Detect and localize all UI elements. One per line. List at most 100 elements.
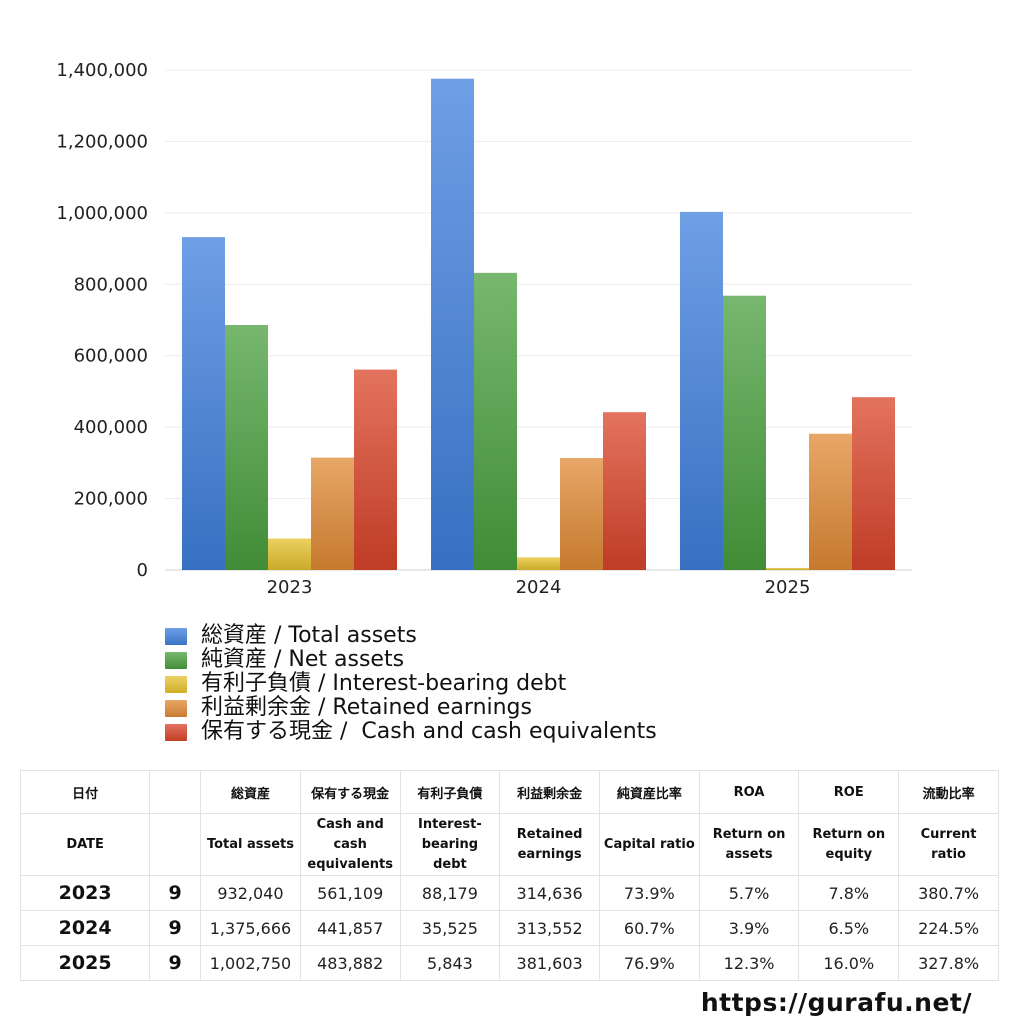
bar-chart: 0 200,000 400,000 600,000 800,000 1,000,000 1,… xyxy=(56,60,912,598)
table-header-cell: Total assets xyxy=(200,813,301,876)
x-axis-tick-labels: 2023 2024 2025 xyxy=(267,577,811,598)
legend-item: 保有する現金 / Cash and cash equivalents xyxy=(165,720,657,744)
legend-item: 利益剰余金 / Retained earnings xyxy=(165,696,657,720)
bars xyxy=(182,78,895,571)
table-cell: 5.7% xyxy=(698,875,800,911)
y-tick-label: 800,000 xyxy=(74,274,148,295)
table-cell: 441,857 xyxy=(299,910,401,946)
table-cell: 5,843 xyxy=(399,945,501,981)
bar xyxy=(354,369,397,570)
legend: 総資産 / Total assets 純資産 / Net assets 有利子負債 … xyxy=(165,624,657,744)
table-row: 2023 9 932,040 561,109 88,179 314,636 73.9% 5.7… xyxy=(19,875,999,911)
table-header-cell: Return on equity xyxy=(798,813,900,876)
year-cell: 2024 xyxy=(19,910,151,946)
table-row: 2025 9 1,002,750 483,882 5,843 381,603 76.9% 12… xyxy=(19,945,999,981)
legend-label: 有利子負債 / Interest-bearing debt xyxy=(201,671,567,696)
year-cell: 2023 xyxy=(19,875,151,911)
table-header-en: DATE Total assets Cash and cash equivalents… xyxy=(19,813,999,876)
table-cell: 483,882 xyxy=(299,945,401,981)
legend-swatch xyxy=(165,675,187,693)
year-cell: 2025 xyxy=(19,945,151,981)
grid-lines xyxy=(165,69,912,571)
table-cell: 313,552 xyxy=(499,910,600,946)
table-header-cell: 日付 xyxy=(19,770,151,814)
bar xyxy=(225,325,268,570)
y-axis-tick-labels: 0 200,000 400,000 600,000 800,000 1,000,000 1,… xyxy=(56,60,148,581)
table-cell: 381,603 xyxy=(499,945,600,981)
bar xyxy=(680,211,723,570)
legend-item: 有利子負債 / Interest-bearing debt xyxy=(165,672,657,696)
table-cell: 7.8% xyxy=(798,875,900,911)
table-header-cell: 流動比率 xyxy=(898,770,999,814)
bar xyxy=(474,272,517,570)
bar xyxy=(311,457,354,570)
y-tick-label: 400,000 xyxy=(74,417,148,438)
x-tick-label: 2025 xyxy=(765,577,811,598)
table-header-jp: 日付 総資産 保有する現金 有利子負債 利益剰余金 純資産比率 ROA ROE 流動比率 xyxy=(19,770,999,814)
table-header-cell xyxy=(149,813,202,876)
table-cell: 380.7% xyxy=(898,875,999,911)
legend-label: 保有する現金 / Cash and cash equivalents xyxy=(201,719,657,744)
table-row: 2024 9 1,375,666 441,857 35,525 313,552 60.7% 3… xyxy=(19,910,999,946)
table-header-cell: DATE xyxy=(19,813,151,876)
table-cell: 224.5% xyxy=(898,910,999,946)
financial-table: 日付 総資産 保有する現金 有利子負債 利益剰余金 純資産比率 ROA ROE 流動比率 DAT… xyxy=(19,770,999,981)
table-cell: 561,109 xyxy=(299,875,401,911)
y-tick-label: 0 xyxy=(137,560,148,581)
table-header-cell: 純資産比率 xyxy=(598,770,700,814)
y-tick-label: 600,000 xyxy=(74,346,148,367)
month-cell: 9 xyxy=(149,875,202,911)
table-cell: 35,525 xyxy=(399,910,501,946)
bar xyxy=(268,538,311,570)
month-cell: 9 xyxy=(149,945,202,981)
table-header-cell: 総資産 xyxy=(200,770,301,814)
table-header-cell xyxy=(149,770,202,814)
y-tick-label: 1,200,000 xyxy=(56,131,148,152)
x-tick-label: 2023 xyxy=(267,577,313,598)
table-header-cell: Capital ratio xyxy=(598,813,700,876)
table-header-cell: Current ratio xyxy=(898,813,999,876)
table-header-cell: 有利子負債 xyxy=(399,770,501,814)
table-header-cell: 利益剰余金 xyxy=(499,770,600,814)
legend-swatch xyxy=(165,699,187,717)
x-tick-label: 2024 xyxy=(516,577,562,598)
month-cell: 9 xyxy=(149,910,202,946)
table-header-cell: ROA xyxy=(698,770,800,814)
legend-item: 純資産 / Net assets xyxy=(165,648,657,672)
table-cell: 314,636 xyxy=(499,875,600,911)
table-header-cell: 保有する現金 xyxy=(299,770,401,814)
legend-swatch xyxy=(165,651,187,669)
table-cell: 1,002,750 xyxy=(200,945,301,981)
table-cell: 12.3% xyxy=(698,945,800,981)
site-url: https://gurafu.net/ xyxy=(700,988,972,1017)
table-cell: 60.7% xyxy=(598,910,700,946)
legend-swatch xyxy=(165,627,187,645)
table-cell: 88,179 xyxy=(399,875,501,911)
table-header-cell: Cash and cash equivalents xyxy=(299,813,401,876)
table-header-cell: Retained earnings xyxy=(499,813,600,876)
y-tick-label: 1,400,000 xyxy=(56,60,148,81)
y-tick-label: 200,000 xyxy=(74,489,148,510)
table-cell: 76.9% xyxy=(598,945,700,981)
table-header-cell: Interest-bearing debt xyxy=(399,813,501,876)
bar xyxy=(766,567,809,570)
bar xyxy=(431,78,474,571)
legend-swatch xyxy=(165,723,187,741)
table-cell: 327.8% xyxy=(898,945,999,981)
table-cell: 73.9% xyxy=(598,875,700,911)
bar xyxy=(852,397,895,570)
legend-label: 利益剰余金 / Retained earnings xyxy=(201,695,532,720)
bar xyxy=(517,557,560,570)
table-cell: 1,375,666 xyxy=(200,910,301,946)
bar xyxy=(560,458,603,570)
legend-label: 純資産 / Net assets xyxy=(201,647,405,672)
table-cell: 932,040 xyxy=(200,875,301,911)
bar xyxy=(603,412,646,570)
table-cell: 3.9% xyxy=(698,910,800,946)
bar xyxy=(809,433,852,570)
bar xyxy=(723,295,766,570)
legend-item: 総資産 / Total assets xyxy=(165,624,657,648)
table-header-cell: ROE xyxy=(798,770,900,814)
legend-label: 総資産 / Total assets xyxy=(201,623,417,648)
table-cell: 16.0% xyxy=(798,945,900,981)
